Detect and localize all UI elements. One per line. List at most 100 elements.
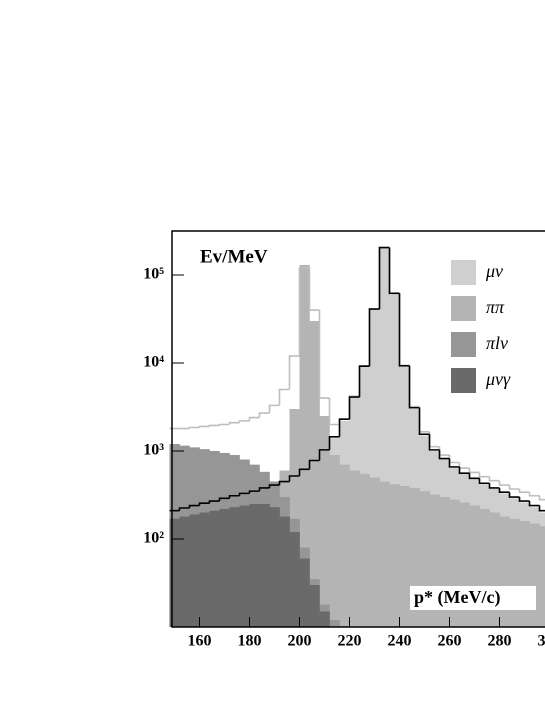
histogram-outline [528,492,540,497]
histogram-bar [259,503,270,627]
y-tick-label: 10² [143,530,164,547]
histogram-bar [429,494,440,627]
histogram-outline [198,425,210,428]
histogram-outline [298,267,310,357]
histogram-outline [488,483,500,489]
histogram-bar [389,294,400,627]
legend-swatch [451,368,476,393]
histogram-outline [178,507,190,511]
histogram-bar [399,486,410,627]
axes-frame [171,230,545,628]
chart-title: Ev/MeV [200,246,268,267]
legend-label: μν [485,261,503,281]
histogram-outline [298,468,310,476]
histogram-bar [319,611,330,627]
histogram-outline [198,502,210,506]
histogram-outline [498,487,510,494]
histogram-outline [518,488,530,494]
histogram-bar [389,484,400,627]
histogram-outline [358,365,370,398]
histogram-outline [288,475,300,482]
legend-swatch [451,296,476,321]
histogram-outline [188,426,200,429]
histogram-outline [258,487,270,492]
histogram-bar [509,518,520,627]
histogram-bar [169,518,180,627]
histogram-bar [479,508,490,627]
histogram-outline [538,505,545,512]
histogram-bar [459,502,470,627]
histogram-bar [199,512,210,627]
legend-label: μνγ [485,369,511,389]
x-tick-label: 240 [388,633,412,650]
histogram-outline [258,412,270,418]
histogram-bar [179,516,190,627]
x-tick-label: 260 [438,633,462,650]
histogram-outline [478,478,490,485]
histogram-bar [379,248,390,627]
x-tick-label: 160 [188,633,212,650]
histogram-outline [428,434,440,451]
x-tick-label: 180 [238,633,262,650]
legend-swatch [451,332,476,357]
histogram-outline [508,492,520,498]
x-tick-label: 200 [288,633,312,650]
histogram-bar [469,505,480,627]
histogram-outline [378,246,390,310]
histogram-outline [468,473,480,480]
x-tick-label: 300 [538,633,545,650]
histogram-outline [338,418,350,437]
histogram-outline [238,492,250,496]
histogram-outline [398,293,410,367]
histogram-bar [329,455,340,627]
y-tick-label: 10⁵ [143,266,164,283]
histogram-bar [189,514,200,627]
histogram-outline [218,497,230,502]
histogram-bar [319,415,330,627]
legend-swatch [451,260,476,285]
histogram-outline [348,396,360,420]
histogram-bar [499,516,510,627]
histogram-bar [419,491,430,627]
histogram-outline [218,423,230,426]
x-tick-label: 280 [488,633,512,650]
histogram-outline [208,424,220,427]
histogram-bar [239,505,250,627]
histogram-outline [308,459,320,470]
histogram-outline [308,268,320,311]
histogram-bar [409,487,420,627]
x-axis-label: p* (MeV/c) [414,587,500,608]
histogram-bar [339,464,350,627]
histogram-bar [379,481,390,627]
histogram-outline [418,407,430,436]
histogram-outline [288,355,300,390]
histogram-bar [299,558,310,627]
histogram-outline [328,436,340,450]
histogram-outline [228,494,240,499]
histogram-bar [449,499,460,627]
histogram-outline [278,480,290,486]
histogram-bar [219,508,230,627]
histogram-outline [318,310,330,399]
histogram-outline [228,421,240,425]
histogram-bar [299,264,310,627]
histogram-bar [309,585,320,627]
legend-label: πlν [486,333,508,353]
x-label-box [410,586,536,610]
histogram-bar [519,521,530,627]
histogram-bar [529,523,540,627]
histogram-bar [209,510,220,627]
histogram-bar [359,473,370,627]
histogram-outline [318,449,330,461]
plot-area [169,246,545,627]
histogram-bar [289,409,300,627]
histogram-bar [329,620,340,627]
histogram-outline [478,472,490,478]
histogram-bar [249,503,260,627]
histogram-outline [408,365,420,409]
histogram-bar [439,497,450,627]
histogram-bar [489,512,500,627]
histogram-outline [248,490,260,494]
